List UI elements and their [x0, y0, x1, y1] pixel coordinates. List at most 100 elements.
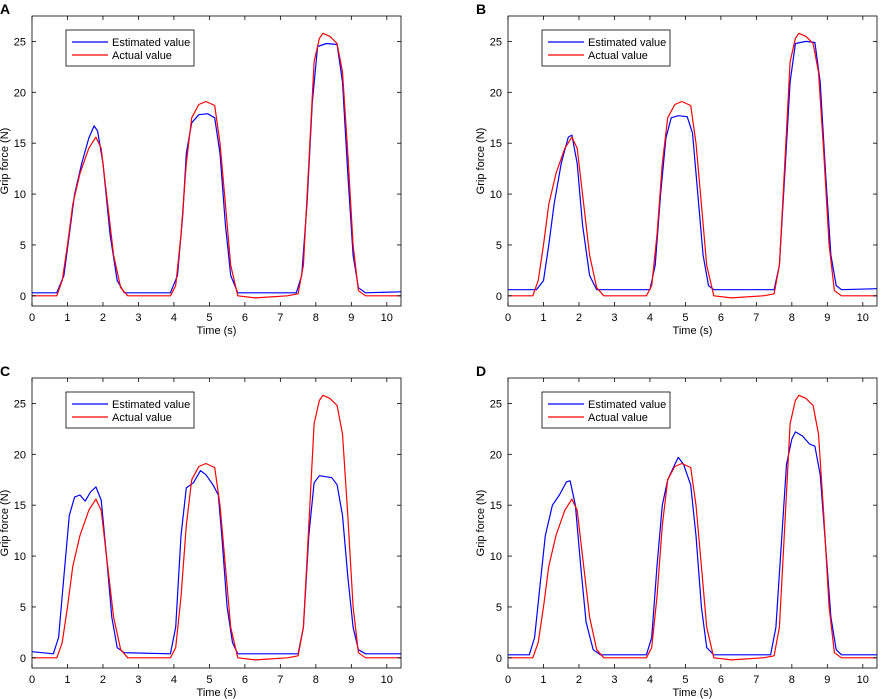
- series-line-actual: [508, 394, 877, 661]
- x-tick-label: 0: [505, 312, 511, 324]
- x-tick-label: 7: [753, 312, 759, 324]
- y-tick-label: 5: [496, 240, 502, 252]
- x-axis-label: Time (s): [673, 325, 713, 337]
- x-tick-label: 2: [100, 674, 106, 686]
- panel-d: D 0 1 2 3 4 5 6 7 8 9 10 0 5 10 15 20 25 Time (s) Grip forc…: [475, 363, 878, 699]
- panel-letter: B: [476, 1, 486, 17]
- y-axis-label: Grip force (N): [475, 490, 487, 557]
- x-tick-label: 10: [857, 312, 869, 324]
- y-tick-label: 10: [490, 189, 502, 201]
- x-tick-label: 8: [789, 674, 795, 686]
- series-line-actual: [32, 32, 401, 299]
- x-axis-label: Time (s): [197, 325, 237, 337]
- axes-frame: [507, 377, 878, 669]
- y-tick-label: 25: [14, 398, 26, 410]
- y-tick-label: 25: [490, 36, 502, 48]
- x-tick-label: 9: [824, 312, 830, 324]
- y-tick-label: 15: [14, 138, 26, 150]
- x-tick-label: 9: [824, 674, 830, 686]
- x-tick-label: 4: [647, 312, 653, 324]
- y-tick-label: 15: [14, 500, 26, 512]
- x-tick-label: 1: [64, 674, 70, 686]
- x-tick-label: 6: [718, 674, 724, 686]
- legend-box: [65, 391, 195, 429]
- y-tick-label: 15: [490, 138, 502, 150]
- legend-label-estimated: Estimated value: [112, 399, 190, 411]
- panel-c: C 0 1 2 3 4 5 6 7 8 9 10 0 5 10 15 20 25 Time (s) Grip forc…: [0, 363, 402, 699]
- y-tick-label: 5: [20, 240, 26, 252]
- x-tick-label: 6: [718, 312, 724, 324]
- panel-letter: C: [0, 363, 10, 379]
- x-tick-label: 5: [682, 674, 688, 686]
- x-tick-label: 1: [540, 312, 546, 324]
- x-axis-label: Time (s): [673, 687, 713, 699]
- legend-label-actual: Actual value: [588, 50, 648, 62]
- x-tick-label: 1: [64, 312, 70, 324]
- y-tick-label: 20: [14, 449, 26, 461]
- y-tick-label: 10: [14, 551, 26, 563]
- y-tick-label: 15: [490, 500, 502, 512]
- x-tick-label: 3: [135, 312, 141, 324]
- y-tick-label: 0: [496, 653, 502, 665]
- axes-frame: [507, 15, 878, 307]
- y-tick-label: 0: [20, 291, 26, 303]
- series-line-estimated: [32, 470, 401, 655]
- x-tick-label: 6: [242, 674, 248, 686]
- y-tick-label: 10: [490, 551, 502, 563]
- legend-label-estimated: Estimated value: [112, 37, 190, 49]
- x-tick-label: 3: [135, 674, 141, 686]
- x-tick-label: 8: [789, 312, 795, 324]
- x-tick-label: 6: [242, 312, 248, 324]
- y-tick-label: 0: [20, 653, 26, 665]
- y-tick-label: 5: [20, 602, 26, 614]
- x-tick-label: 1: [540, 674, 546, 686]
- x-tick-label: 0: [29, 674, 35, 686]
- x-tick-label: 2: [576, 312, 582, 324]
- legend-label-estimated: Estimated value: [588, 399, 666, 411]
- legend-label-actual: Actual value: [112, 50, 172, 62]
- legend-label-actual: Actual value: [588, 412, 648, 424]
- series-line-actual: [32, 394, 401, 661]
- x-tick-label: 10: [381, 674, 393, 686]
- x-tick-label: 7: [753, 674, 759, 686]
- panel-b: B 0 1 2 3 4 5 6 7 8 9 10 0 5 10 15 20 25 Time (s) Grip forc…: [475, 1, 878, 337]
- panel-a: A 0 1 2 3 4 5 6 7 8 9 10 0 5 10 15 20 25 Time (s) Grip forc…: [0, 1, 402, 337]
- x-tick-label: 2: [576, 674, 582, 686]
- series-line-estimated: [32, 42, 401, 294]
- x-tick-label: 0: [29, 312, 35, 324]
- x-tick-label: 2: [100, 312, 106, 324]
- series-line-estimated: [508, 431, 877, 656]
- x-tick-label: 8: [313, 674, 319, 686]
- x-tick-label: 9: [348, 674, 354, 686]
- x-tick-label: 8: [313, 312, 319, 324]
- x-tick-label: 7: [277, 674, 283, 686]
- x-axis-label: Time (s): [197, 687, 237, 699]
- legend-box: [541, 29, 671, 67]
- x-tick-label: 5: [682, 312, 688, 324]
- x-tick-label: 0: [505, 674, 511, 686]
- axes-frame: [31, 377, 402, 669]
- series-line-actual: [508, 32, 877, 299]
- y-tick-label: 10: [14, 189, 26, 201]
- panel-letter: A: [0, 1, 10, 17]
- legend-label-actual: Actual value: [112, 412, 172, 424]
- legend-box: [541, 391, 671, 429]
- y-tick-label: 25: [490, 398, 502, 410]
- y-axis-label: Grip force (N): [0, 490, 11, 557]
- y-tick-label: 5: [496, 602, 502, 614]
- y-tick-label: 20: [14, 87, 26, 99]
- y-axis-label: Grip force (N): [0, 128, 11, 195]
- x-tick-label: 3: [611, 674, 617, 686]
- x-tick-label: 4: [647, 674, 653, 686]
- x-tick-label: 5: [206, 674, 212, 686]
- x-tick-label: 7: [277, 312, 283, 324]
- y-axis-label: Grip force (N): [475, 128, 487, 195]
- y-tick-label: 20: [490, 449, 502, 461]
- series-line-estimated: [508, 40, 877, 291]
- x-tick-label: 10: [857, 674, 869, 686]
